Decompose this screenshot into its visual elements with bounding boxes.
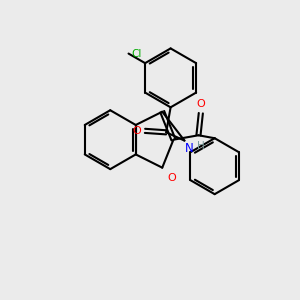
Text: Cl: Cl	[131, 49, 142, 58]
Text: O: O	[196, 99, 205, 109]
Text: O: O	[133, 126, 142, 136]
Text: H: H	[197, 141, 205, 151]
Text: O: O	[167, 173, 176, 183]
Text: N: N	[184, 142, 193, 155]
